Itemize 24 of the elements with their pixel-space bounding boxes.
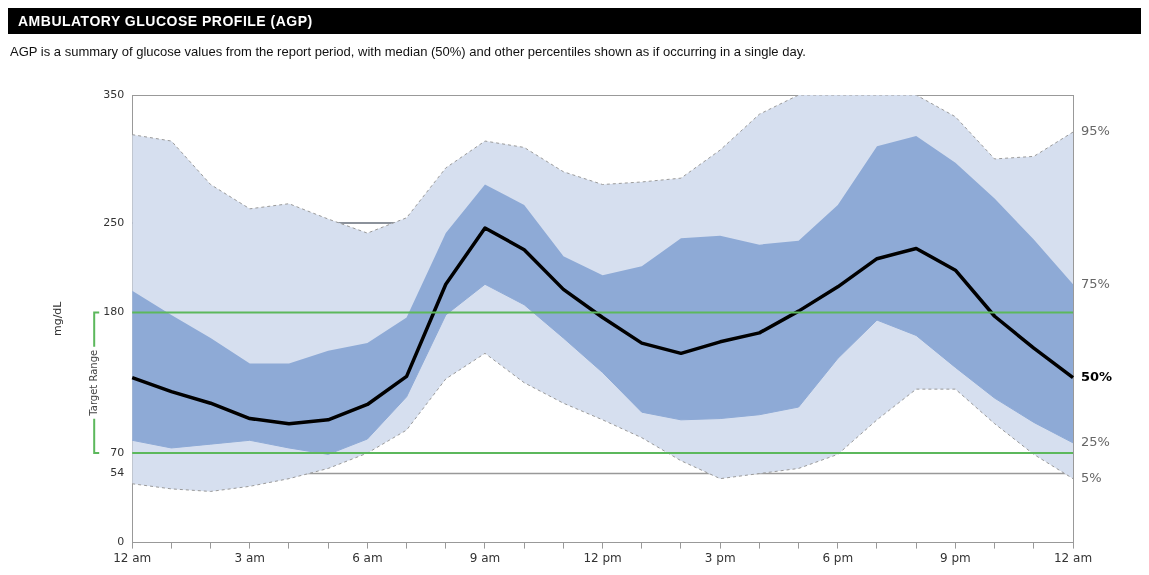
series-label: 25% — [1081, 434, 1110, 450]
y-tick-label: 350 — [103, 87, 125, 101]
chart-title: AMBULATORY GLUCOSE PROFILE (AGP) — [8, 8, 1141, 34]
series-label: 95% — [1081, 123, 1110, 139]
chart-subtitle: AGP is a summary of glucose values from the report period, with median (50%) and other percentiles shown as if occurring in a single day. — [10, 44, 807, 59]
x-tick-label: 12 pm — [583, 550, 622, 565]
y-tick-label: 54 — [110, 466, 125, 480]
text: Target Range — [87, 349, 99, 417]
x-tick-label: 12 am — [113, 550, 152, 565]
x-tick-label: 6 am — [352, 550, 383, 565]
x-tick-label: 12 am — [1053, 550, 1093, 565]
y-tick-label: 70 — [110, 445, 125, 459]
y-axis-title: mg/dL — [51, 300, 65, 337]
y-tick-label: 0 — [117, 535, 125, 549]
y-tick-label: 250 — [103, 215, 125, 229]
series-label: 5% — [1081, 470, 1102, 486]
x-tick-label: 6 pm — [822, 550, 854, 565]
series-label: 50% — [1081, 369, 1113, 384]
x-tick-label: 9 am — [469, 550, 501, 565]
x-tick-label: 9 pm — [940, 550, 971, 565]
x-tick-label: 3 am — [234, 550, 266, 565]
y-tick-label: 180 — [103, 305, 125, 319]
series-label: 75% — [1081, 275, 1110, 291]
x-tick-label: 3 pm — [704, 550, 736, 565]
